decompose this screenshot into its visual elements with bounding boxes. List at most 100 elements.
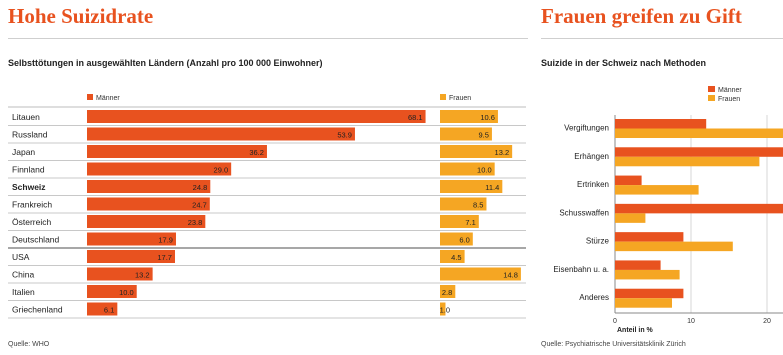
value-label-maenner: 13.2 [135, 271, 150, 280]
right-title-rule [541, 38, 783, 39]
right-chart-subtitle: Suizide in der Schweiz nach Methoden [541, 58, 707, 68]
value-label-frauen: 10.6 [480, 113, 495, 122]
country-label: Japan [12, 147, 35, 157]
country-label: Italien [12, 287, 35, 297]
value-label-frauen: 11.4 [485, 183, 499, 192]
country-label: China [12, 270, 34, 280]
value-label-frauen: 10.0 [477, 166, 492, 175]
value-label-maenner: 6.1 [104, 306, 114, 315]
legend-label-frauen: Frauen [718, 96, 740, 103]
value-label-frauen: 9.5 [478, 131, 488, 140]
country-label: Griechenland [12, 305, 63, 315]
value-label-maenner: 24.7 [192, 201, 207, 210]
bar-frauen [440, 197, 487, 211]
value-label-frauen: 14.8 [503, 271, 518, 280]
bar-maenner [87, 180, 211, 193]
legend-label-frauen: Frauen [449, 95, 471, 102]
bar-frauen [440, 215, 479, 228]
country-label: Litauen [12, 112, 40, 122]
value-label-maenner: 10.0 [119, 288, 134, 297]
right-chart-title: Frauen greifen zu Gift [541, 4, 742, 28]
x-tick-label: 0 [613, 318, 617, 325]
value-label-maenner: 53.9 [337, 131, 352, 140]
bar-maenner [87, 127, 355, 141]
bar-frauen [615, 241, 733, 252]
bar-frauen [615, 213, 646, 223]
bar-maenner [615, 232, 684, 242]
left-title-rule [8, 38, 528, 39]
bar-frauen [440, 285, 456, 298]
method-label: Ertrinken [577, 180, 609, 189]
x-tick-label: 10 [687, 318, 695, 325]
value-label-frauen: 2.8 [442, 288, 452, 297]
value-label-frauen: 6.0 [459, 236, 469, 245]
left-chart-title: Hohe Suizidrate [8, 4, 154, 28]
country-label: Schweiz [12, 182, 46, 192]
value-label-frauen: 13.2 [495, 148, 510, 157]
bar-maenner [87, 145, 267, 158]
bar-frauen [440, 110, 498, 123]
left-source: Quelle: WHO [8, 341, 50, 348]
bar-frauen [615, 128, 783, 138]
value-label-maenner: 24.8 [193, 183, 208, 192]
country-label: Deutschland [12, 235, 60, 245]
bar-maenner [87, 285, 137, 298]
legend-swatch-frauen [440, 94, 446, 100]
bar-frauen [440, 302, 446, 316]
country-label: Russland [12, 130, 48, 140]
method-label: Stürze [586, 237, 610, 246]
value-label-frauen: 7.1 [465, 218, 475, 227]
method-label: Anderes [579, 293, 609, 302]
method-label: Vergiftungen [564, 124, 609, 133]
x-tick-label: 20 [763, 318, 771, 325]
legend-label-maenner: Männer [96, 95, 120, 102]
value-label-maenner: 68.1 [408, 113, 423, 122]
left-chart-subtitle: Selbsttötungen in ausgewählten Ländern (… [8, 58, 323, 68]
bar-maenner [87, 215, 206, 228]
bar-maenner [87, 302, 118, 316]
bar-frauen [440, 267, 521, 281]
right-chart: 0102030Anteil in %MännerFrauenVergiftung… [553, 86, 783, 334]
bar-maenner [615, 288, 684, 299]
method-label: Erhängen [574, 152, 609, 161]
method-label: Schusswaffen [559, 208, 609, 217]
country-label: Finnland [12, 165, 45, 175]
legend-swatch-maenner [708, 86, 715, 92]
country-label: Frankreich [12, 200, 52, 210]
value-label-frauen: 4.5 [451, 253, 461, 262]
bar-maenner [87, 162, 232, 176]
bar-maenner [87, 197, 210, 211]
bar-frauen [440, 145, 513, 158]
bar-frauen [440, 232, 473, 246]
bar-maenner [615, 119, 707, 129]
bar-maenner [87, 250, 175, 263]
bar-maenner [615, 260, 661, 270]
right-source: Quelle: Psychiatrische Universitätsklini… [541, 341, 686, 348]
left-chart: Männer Frauen Litauen 68.1 10.6 Russland 53.9 9… [8, 94, 526, 319]
value-label-frauen: 1.0 [440, 306, 450, 315]
bar-frauen [615, 298, 672, 308]
value-label-maenner: 17.7 [157, 253, 172, 262]
x-axis-label: Anteil in % [617, 327, 654, 334]
value-label-frauen: 8.5 [473, 201, 483, 210]
legend-swatch-frauen [708, 95, 715, 101]
bar-frauen [615, 185, 699, 195]
bar-frauen [440, 162, 495, 176]
country-label: Österreich [12, 217, 51, 227]
bar-frauen [615, 156, 760, 167]
bar-frauen [615, 269, 680, 280]
bar-maenner [87, 232, 176, 246]
bar-maenner [615, 175, 642, 186]
legend-label-maenner: Männer [718, 87, 742, 94]
bar-maenner [615, 147, 783, 157]
method-label: Eisenbahn u. a. [553, 265, 609, 274]
bar-frauen [440, 127, 492, 141]
value-label-maenner: 23.8 [188, 218, 203, 227]
legend-swatch-maenner [87, 94, 93, 100]
bar-maenner [87, 110, 426, 123]
bar-maenner [87, 267, 153, 281]
value-label-maenner: 29.0 [214, 166, 229, 175]
bar-frauen [440, 180, 503, 193]
bar-maenner [615, 203, 783, 214]
bar-frauen [440, 250, 465, 263]
